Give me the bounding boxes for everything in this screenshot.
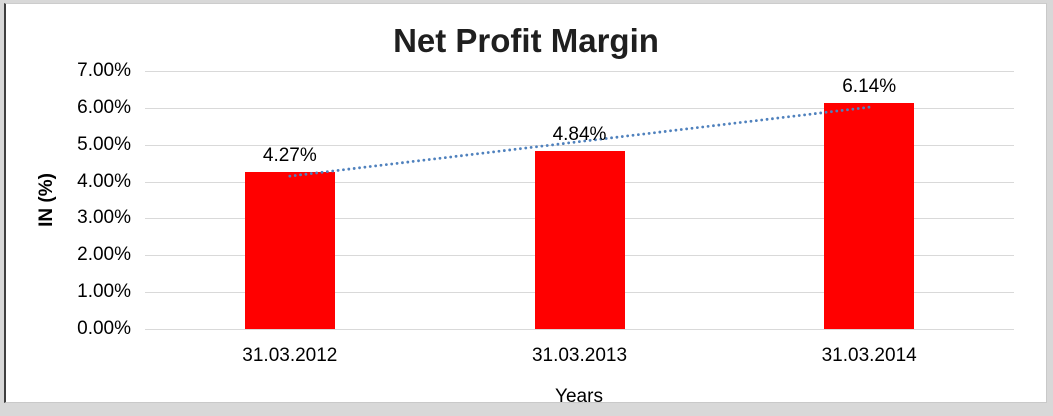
bar-31.03.2014	[824, 102, 915, 329]
y-tick-label: 3.00%	[77, 207, 131, 229]
chart-frame: Net Profit Margin IN (%) 4.27% 4.84% 6.14%…	[4, 3, 1047, 407]
bar-31.03.2013	[534, 150, 625, 329]
y-tick-label: 5.00%	[77, 133, 131, 155]
x-tick-label: 31.03.2014	[821, 345, 917, 366]
gridline	[145, 107, 1014, 109]
x-tick-label: 31.03.2013	[531, 345, 628, 366]
bar-data-label: 6.14%	[842, 75, 897, 97]
bar-31.03.2012	[244, 171, 335, 329]
x-tick-label: 31.03.2012	[242, 345, 338, 366]
y-tick-label: 2.00%	[77, 244, 131, 266]
y-tick-label: 4.00%	[77, 170, 131, 192]
y-tick-label: 7.00%	[77, 60, 131, 81]
gridline	[145, 328, 1014, 330]
x-axis-title: Years	[555, 386, 603, 407]
plot-area: 4.27% 4.84% 6.14%	[145, 70, 1014, 330]
trendline	[288, 105, 871, 178]
chart-title: Net Profit Margin	[393, 22, 659, 59]
y-tick-label: 1.00%	[77, 281, 131, 303]
gridline	[145, 144, 1014, 146]
bar-data-label: 4.84%	[552, 123, 607, 145]
y-tick-label: 0.00%	[77, 318, 131, 339]
gridline	[145, 70, 1014, 72]
bar-data-label: 4.27%	[262, 144, 317, 166]
y-tick-label: 6.00%	[77, 96, 131, 118]
